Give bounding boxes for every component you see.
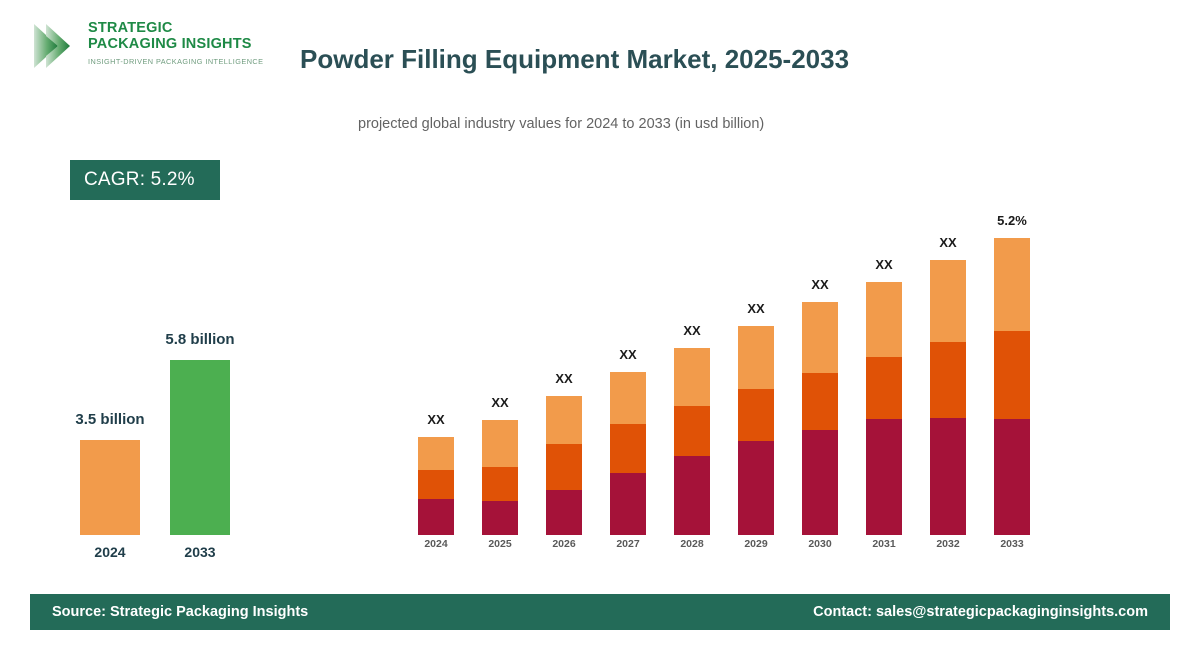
stacked-bar-toplabel-2030: XX bbox=[811, 277, 829, 292]
stacked-bar-2028: XX 2028 bbox=[674, 323, 710, 550]
segment-dark-orange-2029 bbox=[738, 389, 774, 441]
comparison-bar-2033: 5.8 billion 2033 bbox=[165, 331, 234, 560]
footer-contact: Contact: sales@strategicpackaginginsight… bbox=[813, 604, 1148, 620]
stacked-bar-toplabel-2028: XX bbox=[683, 323, 701, 338]
stacked-bar-2033: 5.2% 2033 bbox=[994, 213, 1030, 550]
footer-source: Source: Strategic Packaging Insights bbox=[52, 604, 309, 620]
stacked-bar-year-2033: 2033 bbox=[1000, 538, 1024, 550]
segment-maroon-2025 bbox=[482, 501, 518, 535]
stacked-bar-2031: XX 2031 bbox=[866, 257, 902, 550]
chevron-right-icon bbox=[32, 22, 78, 70]
stacked-bar-2029: XX 2029 bbox=[738, 301, 774, 550]
comparison-bar-category-2033: 2033 bbox=[184, 544, 216, 560]
segment-light-orange-2026 bbox=[546, 396, 582, 444]
segment-maroon-2027 bbox=[610, 473, 646, 535]
brand-logo-line1: STRATEGIC bbox=[88, 20, 173, 36]
cagr-badge: CAGR: 5.2% bbox=[70, 160, 220, 200]
segment-light-orange-2027 bbox=[610, 372, 646, 424]
stacked-bar-year-2024: 2024 bbox=[424, 538, 448, 550]
stacked-bar-toplabel-2025: XX bbox=[491, 395, 509, 410]
brand-logo-line2: PACKAGING INSIGHTS bbox=[88, 36, 252, 52]
segment-maroon-2032 bbox=[930, 418, 966, 535]
stacked-bar-year-2025: 2025 bbox=[488, 538, 512, 550]
segment-light-orange-2032 bbox=[930, 260, 966, 342]
stacked-bar-2024: XX 2024 bbox=[418, 412, 454, 550]
segment-maroon-2024 bbox=[418, 499, 454, 535]
segment-dark-orange-2032 bbox=[930, 342, 966, 418]
cagr-badge-label: CAGR: 5.2% bbox=[84, 169, 195, 190]
comparison-bar-value-2024: 3.5 billion bbox=[75, 411, 145, 428]
stacked-forecast-chart: XX 2024 XX 2025 XX 2026 XX 2027 XX 2028 XX 2029 XX 20… bbox=[400, 200, 1040, 560]
segment-dark-orange-2026 bbox=[546, 444, 582, 490]
stacked-bar-2030: XX 2030 bbox=[802, 277, 838, 550]
segment-maroon-2030 bbox=[802, 430, 838, 535]
segment-dark-orange-2033 bbox=[994, 331, 1030, 419]
segment-light-orange-2024 bbox=[418, 437, 454, 470]
segment-light-orange-2031 bbox=[866, 282, 902, 357]
stacked-bar-toplabel-2029: XX bbox=[747, 301, 765, 316]
comparison-bar-category-2024: 2024 bbox=[94, 544, 126, 560]
stacked-bar-year-2030: 2030 bbox=[808, 538, 832, 550]
segment-light-orange-2025 bbox=[482, 420, 518, 467]
footer-bar: Source: Strategic Packaging Insights Con… bbox=[30, 594, 1170, 630]
comparison-bar-fill-2033 bbox=[170, 360, 230, 535]
segment-maroon-2033 bbox=[994, 419, 1030, 535]
brand-logo: STRATEGIC PACKAGING INSIGHTS INSIGHT-DRI… bbox=[32, 18, 263, 76]
page-subtitle: projected global industry values for 202… bbox=[358, 116, 765, 132]
stacked-bar-toplabel-2031: XX bbox=[875, 257, 893, 272]
stacked-bar-2032: XX 2032 bbox=[930, 235, 966, 550]
stacked-bar-toplabel-2026: XX bbox=[555, 371, 573, 386]
stacked-bar-toplabel-2024: XX bbox=[427, 412, 445, 427]
stacked-bar-2027: XX 2027 bbox=[610, 347, 646, 550]
comparison-bar-value-2033: 5.8 billion bbox=[165, 331, 235, 348]
stacked-bar-year-2029: 2029 bbox=[744, 538, 768, 550]
stacked-bar-year-2032: 2032 bbox=[936, 538, 960, 550]
segment-dark-orange-2024 bbox=[418, 470, 454, 499]
segment-maroon-2026 bbox=[546, 490, 582, 535]
segment-dark-orange-2025 bbox=[482, 467, 518, 501]
stacked-bar-toplabel-2027: XX bbox=[619, 347, 637, 362]
brand-logo-text: STRATEGIC PACKAGING INSIGHTS INSIGHT-DRI… bbox=[88, 20, 263, 66]
stacked-bar-2026: XX 2026 bbox=[546, 371, 582, 550]
segment-maroon-2031 bbox=[866, 419, 902, 535]
segment-maroon-2029 bbox=[738, 441, 774, 535]
comparison-bar-fill-2024 bbox=[80, 440, 140, 535]
stacked-bar-2025: XX 2025 bbox=[482, 395, 518, 550]
page-title: Powder Filling Equipment Market, 2025-20… bbox=[300, 44, 850, 74]
brand-tagline: INSIGHT-DRIVEN PACKAGING INTELLIGENCE bbox=[88, 57, 264, 66]
stacked-bar-year-2028: 2028 bbox=[680, 538, 704, 550]
stacked-bar-toplabel-2033: 5.2% bbox=[997, 213, 1027, 228]
stacked-bar-year-2027: 2027 bbox=[616, 538, 640, 550]
segment-light-orange-2029 bbox=[738, 326, 774, 389]
segment-light-orange-2033 bbox=[994, 238, 1030, 331]
segment-dark-orange-2030 bbox=[802, 373, 838, 430]
stacked-bar-year-2031: 2031 bbox=[872, 538, 896, 550]
segment-dark-orange-2027 bbox=[610, 424, 646, 473]
comparison-bar-2024: 3.5 billion 2024 bbox=[75, 411, 144, 560]
segment-light-orange-2028 bbox=[674, 348, 710, 406]
segment-light-orange-2030 bbox=[802, 302, 838, 373]
segment-maroon-2028 bbox=[674, 456, 710, 535]
segment-dark-orange-2028 bbox=[674, 406, 710, 456]
segment-dark-orange-2031 bbox=[866, 357, 902, 419]
stacked-bar-year-2026: 2026 bbox=[552, 538, 576, 550]
stacked-bar-toplabel-2032: XX bbox=[939, 235, 957, 250]
endpoint-comparison-chart: 3.5 billion 2024 5.8 billion 2033 bbox=[60, 320, 290, 570]
